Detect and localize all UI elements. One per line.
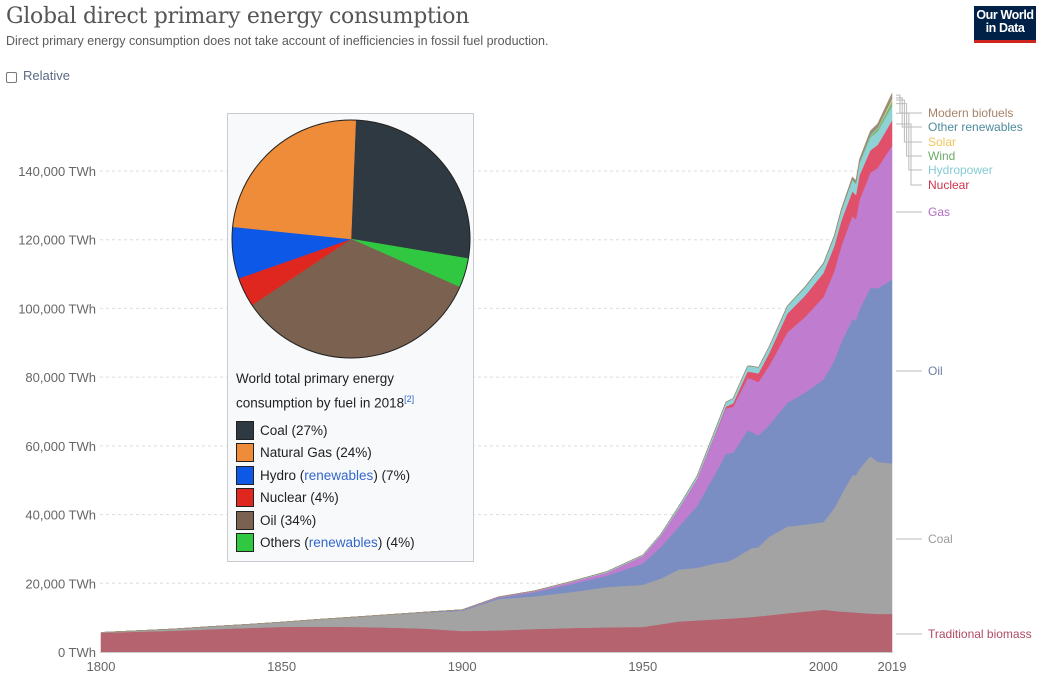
pie-legend-item: Oil (34%) <box>236 509 415 532</box>
series-label-other-renewables[interactable]: Other renewables <box>928 120 1023 134</box>
pie-legend-item: Coal (27%) <box>236 419 415 442</box>
pie-legend-item: Hydro (renewables) (7%) <box>236 464 415 487</box>
x-tick-label: 2000 <box>809 659 838 674</box>
label-connector <box>896 94 922 114</box>
pie-legend-item: Others (renewables) (4%) <box>236 532 415 555</box>
x-tick-label: 1950 <box>628 659 657 674</box>
series-label-oil[interactable]: Oil <box>928 364 943 378</box>
pie-legend-item: Nuclear (4%) <box>236 487 415 510</box>
legend-text-suffix: ) (7%) <box>373 467 411 483</box>
legend-swatch <box>236 420 254 440</box>
x-tick-label: 2019 <box>878 659 907 674</box>
y-tick-label: 80,000 TWh <box>25 370 96 385</box>
legend-text: Oil (34%) <box>260 512 317 528</box>
legend-text: Others ( <box>260 535 309 551</box>
pie-outline <box>231 119 471 359</box>
pie-infobox: World total primary energy consumption b… <box>227 113 474 562</box>
chart-title: Global direct primary energy consumption <box>6 4 470 29</box>
legend-text-suffix: ) (4%) <box>377 535 415 551</box>
citation-link[interactable]: [2] <box>404 394 415 404</box>
series-label-coal[interactable]: Coal <box>928 532 953 546</box>
pie-legend-item: Natural Gas (24%) <box>236 442 415 465</box>
label-connector <box>896 103 922 157</box>
relative-toggle[interactable]: Relative <box>6 68 70 83</box>
legend-swatch <box>236 465 254 485</box>
series-label-gas[interactable]: Gas <box>928 205 950 219</box>
y-tick-label: 100,000 TWh <box>18 301 96 316</box>
series-label-wind[interactable]: Wind <box>928 149 955 163</box>
legend-swatch <box>236 488 254 508</box>
legend-text: Nuclear (4%) <box>260 490 339 506</box>
series-label-hydropower[interactable]: Hydropower <box>928 163 993 177</box>
legend-text: Natural Gas (24%) <box>260 445 372 461</box>
renewables-link[interactable]: renewables <box>304 467 374 483</box>
legend-swatch <box>236 443 254 463</box>
legend-swatch <box>236 510 254 530</box>
caption-line-1: World total primary energy <box>236 371 395 386</box>
label-connector <box>896 97 922 128</box>
legend-swatch <box>236 533 254 553</box>
legend-text: Coal (27%) <box>260 422 328 438</box>
y-tick-label: 20,000 TWh <box>25 576 96 591</box>
pie-chart <box>231 119 471 359</box>
pie-slice-coal <box>350 119 471 259</box>
logo-line-1: Our World <box>976 8 1034 22</box>
owid-logo[interactable]: Our World in Data <box>974 6 1036 43</box>
legend-text: Hydro ( <box>260 467 305 483</box>
y-tick-label: 60,000 TWh <box>25 439 96 454</box>
series-label-traditional-biomass[interactable]: Traditional biomass <box>928 627 1032 641</box>
pie-slice-natural-gas <box>232 119 357 240</box>
x-tick-label: 1900 <box>448 659 477 674</box>
series-label-nuclear[interactable]: Nuclear <box>928 178 969 192</box>
label-connector <box>896 123 922 186</box>
area-modern-biofuels[interactable] <box>100 93 893 633</box>
renewables-link[interactable]: renewables <box>308 535 378 551</box>
logo-line-2: in Data <box>985 21 1025 35</box>
x-tick-label: 1800 <box>87 659 116 674</box>
relative-label: Relative <box>23 68 70 83</box>
pie-caption: World total primary energy consumption b… <box>236 368 466 414</box>
y-tick-label: 40,000 TWh <box>25 508 96 523</box>
y-tick-label: 120,000 TWh <box>18 233 96 248</box>
pie-legend: Coal (27%) Natural Gas (24%) Hydro (renewa… <box>236 419 415 554</box>
caption-line-2: consumption by fuel in 2018 <box>236 395 405 411</box>
series-label-solar[interactable]: Solar <box>928 135 956 149</box>
x-tick-label: 1850 <box>267 659 296 674</box>
chart-subtitle: Direct primary energy consumption does n… <box>6 34 549 48</box>
series-label-modern-biofuels[interactable]: Modern biofuels <box>928 106 1013 120</box>
y-tick-label: 140,000 TWh <box>18 164 96 179</box>
y-tick-label: 0 TWh <box>58 645 96 660</box>
logo-red-bar <box>974 40 1036 43</box>
relative-checkbox[interactable] <box>6 71 17 83</box>
